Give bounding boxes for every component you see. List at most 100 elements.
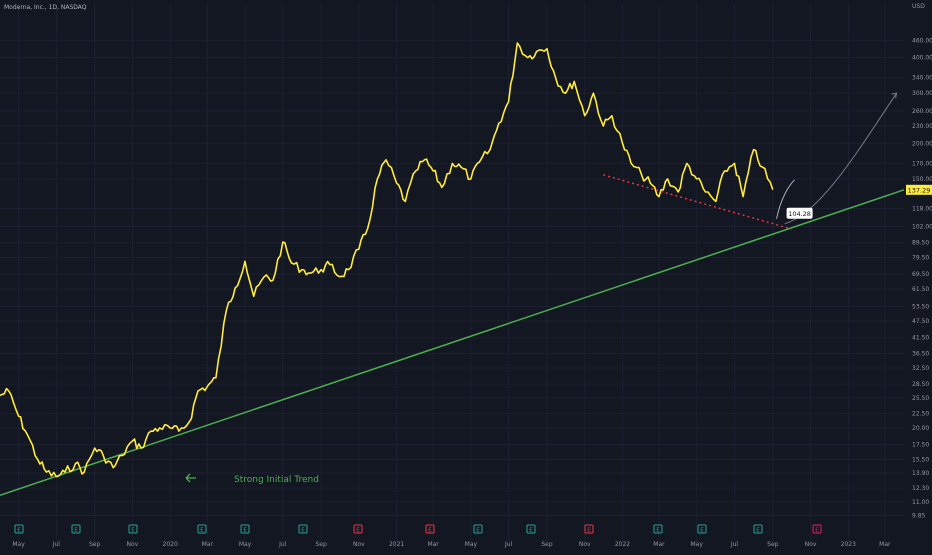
earnings-marker-label: E <box>476 528 480 534</box>
x-tick-label: 2021 <box>389 541 404 548</box>
x-tick-label: Jul <box>504 541 513 548</box>
y-tick-label: 22.50 <box>912 410 929 417</box>
x-tick-label: Sep <box>767 541 779 548</box>
y-tick-label: 11.00 <box>912 499 929 506</box>
earnings-marker-label: E <box>17 528 21 534</box>
y-tick-label: 41.50 <box>912 335 929 342</box>
x-tick-label: Jul <box>730 541 739 548</box>
projection-arrowhead-icon <box>891 92 898 99</box>
earnings-marker-label: E <box>356 528 360 534</box>
x-tick-label: Nov <box>805 541 817 548</box>
x-tick-label: Sep <box>315 541 327 548</box>
x-axis: May Jul Sep Nov 2020 Mar May Jul Sep Nov 2021 Mar Ma… <box>12 541 891 548</box>
y-tick-label: 460.00 <box>912 37 932 44</box>
earnings-marker-label: E <box>243 528 247 534</box>
x-tick-label: May <box>12 541 25 548</box>
trendline <box>0 189 905 497</box>
target-label-box <box>786 207 813 219</box>
earnings-marker-label: E <box>74 528 78 534</box>
earnings-marker-label: E <box>656 528 660 534</box>
y-tick-label: 79.50 <box>912 254 929 261</box>
y-tick-label: 25.50 <box>912 395 929 402</box>
y-tick-label: 89.50 <box>912 240 929 247</box>
projection-curve[interactable] <box>784 92 897 225</box>
overlays: 104.28 137.29 Strong Initial Trend E E E E E E E E… <box>14 92 932 534</box>
y-tick-label: 20.00 <box>912 425 929 432</box>
price-series <box>0 42 774 478</box>
earnings-marker[interactable] <box>353 524 363 534</box>
annotation-text: Strong Initial Trend <box>234 475 319 485</box>
x-tick-label: May <box>239 541 252 548</box>
x-tick-label: Nov <box>353 541 365 548</box>
earnings-marker[interactable] <box>425 524 435 534</box>
y-tick-label: 150.00 <box>912 176 932 183</box>
currency-label: USD <box>912 3 925 10</box>
dotted-support-line[interactable] <box>603 174 792 230</box>
x-tick-label: 2020 <box>163 541 178 548</box>
y-tick-label: 300.00 <box>912 90 932 97</box>
x-tick-label: May <box>465 541 478 548</box>
earnings-marker-label: E <box>700 528 704 534</box>
y-tick-label: 200.00 <box>912 140 932 147</box>
earnings-marker[interactable] <box>584 524 594 534</box>
y-tick-label: 28.50 <box>912 381 929 388</box>
arrow-left-icon <box>185 473 196 483</box>
y-tick-label: 118.00 <box>912 206 932 213</box>
last-price-tag <box>906 184 932 195</box>
price-line[interactable] <box>0 42 774 478</box>
x-tick-label: 2022 <box>615 541 630 548</box>
earnings-marker[interactable] <box>697 524 707 534</box>
y-tick-label: 61.50 <box>912 286 929 293</box>
earnings-marker-label: E <box>815 528 819 534</box>
earnings-marker[interactable] <box>812 524 822 534</box>
x-tick-label: Jul <box>52 541 61 548</box>
y-tick-label: 230.00 <box>912 123 932 130</box>
earnings-marker[interactable] <box>71 524 81 534</box>
target-label: 104.28 <box>788 210 811 218</box>
x-tick-label: Nov <box>579 541 591 548</box>
y-tick-label: 36.50 <box>912 351 929 358</box>
chart-title: Moderna, Inc., 1D, NASDAQ <box>4 4 87 11</box>
x-tick-label: Mar <box>202 541 214 548</box>
earnings-marker[interactable] <box>526 524 536 534</box>
y-tick-label: 400.00 <box>912 55 932 62</box>
x-tick-label: Mar <box>653 541 665 548</box>
earnings-marker[interactable] <box>14 524 24 534</box>
earnings-marker[interactable] <box>753 524 763 534</box>
y-tick-label: 340.00 <box>912 75 932 82</box>
y-tick-label: 12.30 <box>912 485 929 492</box>
earnings-marker[interactable] <box>473 524 483 534</box>
x-tick-label: Nov <box>127 541 139 548</box>
y-tick-label: 15.50 <box>912 456 929 463</box>
x-tick-label: Mar <box>879 541 891 548</box>
earnings-marker-label: E <box>200 528 204 534</box>
earnings-marker-label: E <box>131 528 135 534</box>
x-tick-label: May <box>691 541 704 548</box>
earnings-marker[interactable] <box>197 524 207 534</box>
y-tick-label: 53.50 <box>912 303 929 310</box>
x-tick-label: Jul <box>278 541 287 548</box>
y-tick-label: 102.00 <box>912 224 932 231</box>
y-tick-label: 32.50 <box>912 365 929 372</box>
earnings-marker[interactable] <box>240 524 250 534</box>
trendline-green[interactable] <box>0 189 905 497</box>
y-tick-label: 13.90 <box>912 470 929 477</box>
earnings-marker[interactable] <box>298 524 308 534</box>
earnings-marker-label: E <box>587 528 591 534</box>
x-tick-label: Mar <box>427 541 439 548</box>
earnings-marker[interactable] <box>128 524 138 534</box>
y-tick-label: 170.00 <box>912 160 932 167</box>
earnings-marker[interactable] <box>653 524 663 534</box>
x-tick-label: 2023 <box>841 541 856 548</box>
y-tick-label: 69.50 <box>912 271 929 278</box>
x-tick-label: Sep <box>89 541 101 548</box>
y-tick-label: 9.85 <box>912 513 926 520</box>
y-tick-label: 260.00 <box>912 108 932 115</box>
earnings-marker-label: E <box>529 528 533 534</box>
grid <box>0 4 904 542</box>
earnings-marker-label: E <box>301 528 305 534</box>
y-tick-label: 47.50 <box>912 318 929 325</box>
x-tick-label: Sep <box>541 541 553 548</box>
